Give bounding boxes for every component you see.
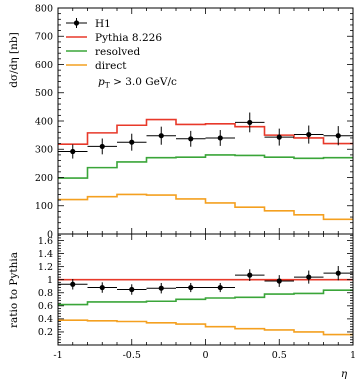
legend-entry-direct: direct: [66, 60, 127, 72]
ratio-y-tick-label: 1.4: [38, 249, 53, 260]
main-y-tick-label: 500: [35, 88, 53, 99]
x-tick-label: -1: [53, 350, 62, 361]
data-marker: [247, 119, 253, 126]
data-marker: [306, 274, 312, 280]
main-data-point: [176, 130, 206, 147]
data-marker: [247, 272, 253, 278]
ratio-data-point: [58, 279, 88, 290]
data-marker: [70, 148, 76, 155]
pt-cut-label: pT > 3.0 GeV/c: [98, 76, 177, 90]
ratio-data-point: [146, 282, 176, 294]
main-data-point: [294, 125, 324, 144]
data-marker: [276, 278, 282, 284]
data-marker: [306, 131, 312, 138]
ratio-panel: 0.2 0.4 0.6 0.8 1 1.2 1.4 1.6 -1 -0.5 0 0.5 1 ratio …: [8, 233, 356, 380]
data-marker: [70, 281, 76, 287]
data-marker: [188, 284, 194, 291]
ratio-y-tick-label: 1: [47, 275, 53, 286]
data-marker: [99, 284, 105, 291]
ratio-data-point: [264, 275, 294, 287]
x-tick-label: 0.5: [272, 350, 287, 361]
ratio-data-point: [205, 282, 235, 293]
data-marker: [217, 135, 223, 141]
legend-label-pythia: Pythia 8.226: [95, 32, 162, 44]
x-tick-label: 0: [202, 350, 208, 361]
legend-entry-resolved: resolved: [66, 46, 140, 58]
main-panel: 0 100 200 300 400 500 600 700 800 dσ/dη [nb] H1 …: [8, 3, 354, 240]
legend-entry-pythia: Pythia 8.226: [66, 32, 162, 44]
ratio-data-point: [323, 265, 353, 281]
main-y-tick-label: 700: [35, 32, 53, 43]
legend-entry-h1: H1: [66, 18, 111, 30]
ratio-panel-ticks: 0.2 0.4 0.6 0.8 1 1.2 1.4 1.6 -1 -0.5 0 0.5 1: [38, 234, 356, 361]
data-marker: [335, 133, 341, 139]
ratio-data-point: [294, 270, 324, 284]
main-data-point: [205, 130, 235, 146]
x-axis-title: η: [341, 368, 348, 380]
main-direct-line: [58, 193, 353, 221]
ratio-y-tick-label: 0.4: [38, 314, 53, 325]
data-marker: [158, 285, 164, 291]
main-resolved-line: [58, 154, 353, 179]
data-marker: [217, 284, 223, 291]
main-panel-series: [58, 112, 353, 221]
main-data-point: [87, 138, 117, 155]
main-y-tick-label: 0: [47, 229, 53, 240]
main-data-point: [146, 126, 176, 145]
ratio-y-tick-label: 0.2: [38, 327, 53, 338]
ratio-y-tick-label: 0.6: [38, 301, 53, 312]
data-marker: [158, 133, 164, 139]
main-data-point: [117, 133, 147, 151]
data-marker: [188, 136, 194, 142]
ratio-data-point: [176, 282, 206, 293]
main-y-tick-label: 100: [35, 201, 53, 212]
main-y-tick-label: 400: [35, 116, 53, 127]
data-marker: [335, 270, 341, 276]
main-y-tick-label: 800: [35, 3, 53, 14]
main-y-tick-label: 300: [35, 145, 53, 156]
main-y-tick-label: 200: [35, 173, 53, 184]
main-panel-ticks: 0 100 200 300 400 500 600 700 800: [35, 3, 354, 240]
x-tick-label: 1: [350, 350, 356, 361]
main-data-point: [235, 112, 265, 133]
ratio-resolved-line: [58, 289, 353, 306]
main-y-axis-title: dσ/dη [nb]: [8, 32, 20, 87]
ratio-y-tick-label: 1.2: [38, 262, 53, 273]
main-data-point: [323, 126, 353, 146]
data-marker: [276, 134, 282, 140]
main-y-tick-label: 600: [35, 60, 53, 71]
ratio-data-point: [235, 269, 265, 282]
legend: H1 Pythia 8.226 resolved direct pT > 3.0…: [66, 18, 177, 90]
legend-label-h1: H1: [95, 18, 111, 30]
legend-label-direct: direct: [95, 60, 127, 72]
ratio-panel-series: [58, 265, 353, 336]
ratio-y-tick-label: 0.8: [38, 288, 53, 299]
ratio-y-tick-label: 1.6: [38, 236, 53, 247]
data-marker: [129, 286, 135, 293]
main-data-point: [58, 144, 88, 159]
legend-label-resolved: resolved: [95, 46, 140, 58]
data-marker: [99, 143, 105, 150]
ratio-data-point: [87, 282, 117, 293]
ratio-y-axis-title: ratio to Pythia: [8, 252, 20, 328]
data-marker: [129, 139, 135, 145]
x-tick-label: -0.5: [123, 350, 141, 361]
ratio-direct-line: [58, 319, 353, 336]
ratio-data-point: [117, 284, 147, 295]
main-data-point: [264, 128, 294, 146]
